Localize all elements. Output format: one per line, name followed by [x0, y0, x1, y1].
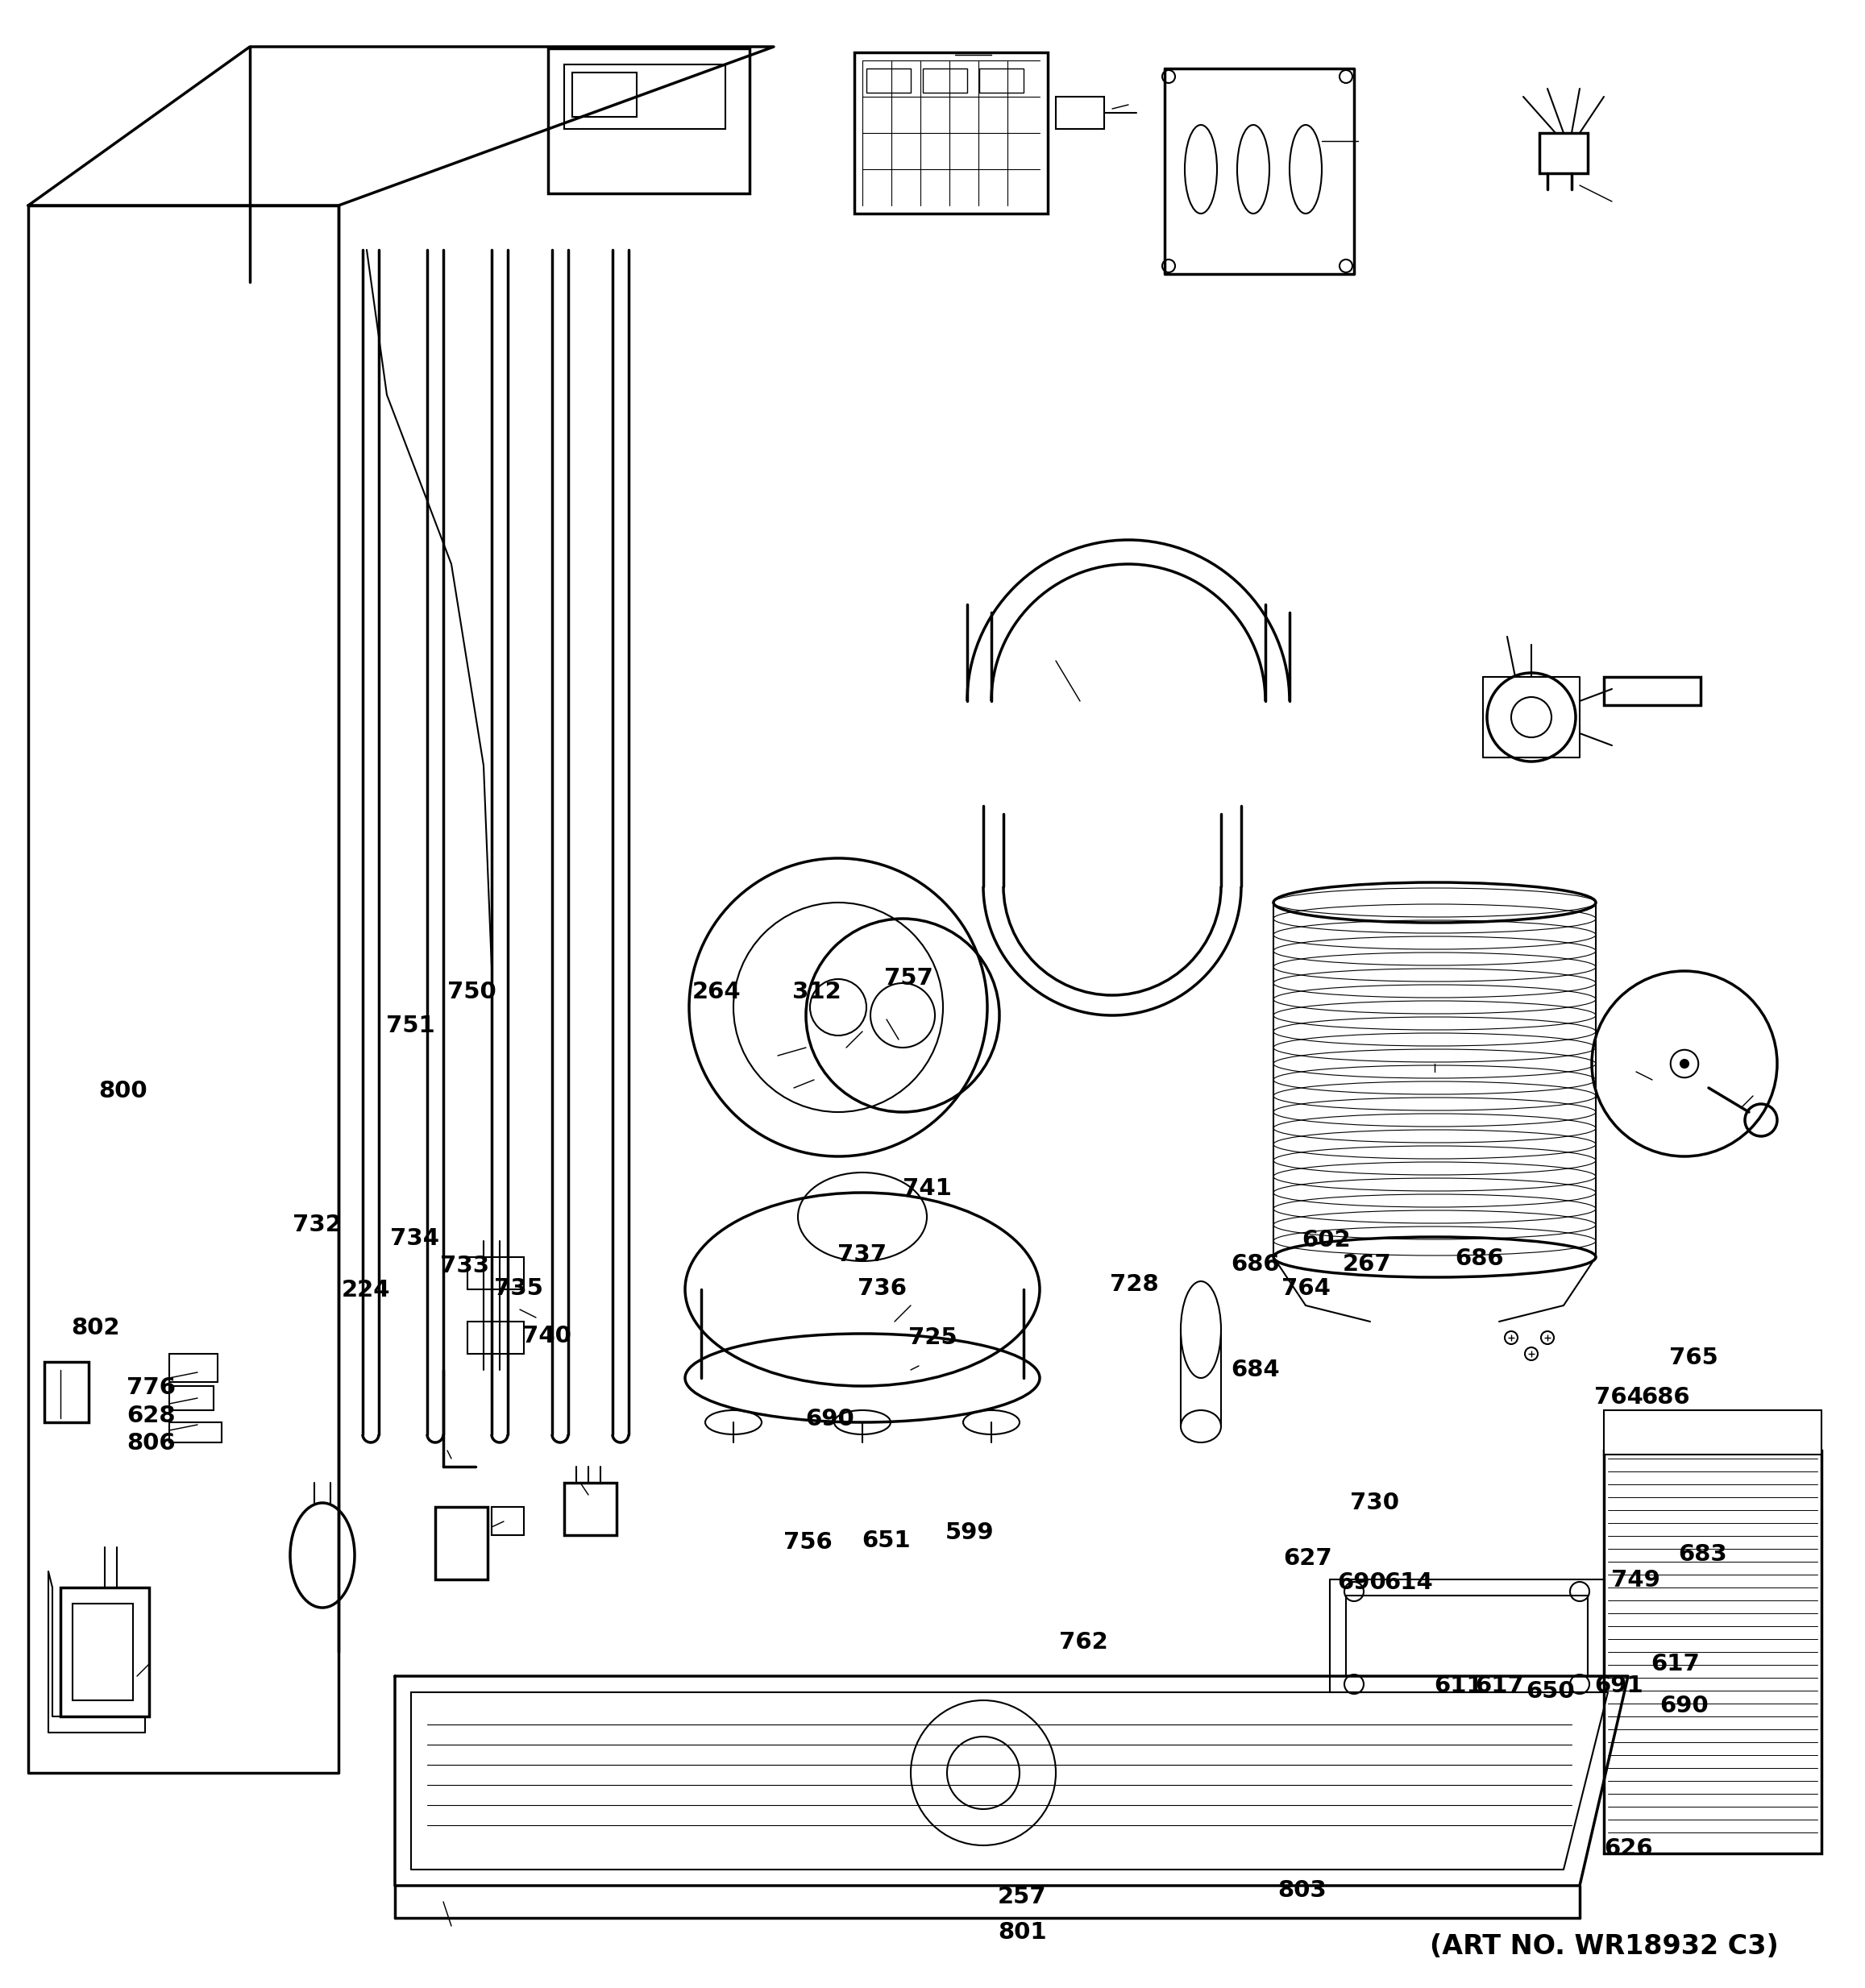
- Text: 602: 602: [1302, 1229, 1350, 1252]
- FancyBboxPatch shape: [492, 1507, 524, 1535]
- FancyBboxPatch shape: [1604, 676, 1701, 706]
- Text: 725: 725: [908, 1326, 957, 1350]
- Text: 801: 801: [998, 1920, 1046, 1944]
- Text: 627: 627: [1283, 1547, 1332, 1571]
- Text: 312: 312: [793, 980, 841, 1004]
- Text: 806: 806: [127, 1431, 175, 1455]
- Circle shape: [1680, 1060, 1688, 1068]
- FancyBboxPatch shape: [1056, 97, 1104, 129]
- Text: 651: 651: [862, 1529, 910, 1553]
- Text: 762: 762: [1059, 1630, 1108, 1654]
- Text: 751: 751: [386, 1014, 435, 1038]
- FancyBboxPatch shape: [170, 1354, 218, 1382]
- Text: 765: 765: [1669, 1346, 1718, 1370]
- Text: 650: 650: [1526, 1680, 1574, 1704]
- FancyBboxPatch shape: [1604, 1451, 1822, 1853]
- Text: 690: 690: [806, 1408, 854, 1431]
- FancyBboxPatch shape: [170, 1421, 222, 1443]
- Text: 749: 749: [1611, 1569, 1660, 1592]
- Text: 735: 735: [494, 1276, 543, 1300]
- Text: 617: 617: [1651, 1652, 1699, 1676]
- FancyBboxPatch shape: [565, 64, 725, 129]
- Text: 736: 736: [858, 1276, 906, 1300]
- Text: 750: 750: [448, 980, 496, 1004]
- Text: 732: 732: [293, 1213, 341, 1237]
- FancyBboxPatch shape: [60, 1588, 149, 1716]
- Text: (ART NO. WR18932 C3): (ART NO. WR18932 C3): [1429, 1932, 1779, 1960]
- FancyBboxPatch shape: [923, 68, 968, 93]
- Text: 741: 741: [903, 1177, 951, 1201]
- FancyBboxPatch shape: [1539, 133, 1587, 173]
- FancyBboxPatch shape: [45, 1362, 90, 1421]
- Text: 611: 611: [1434, 1674, 1483, 1698]
- FancyBboxPatch shape: [548, 48, 750, 193]
- Text: 691: 691: [1595, 1674, 1643, 1698]
- FancyBboxPatch shape: [468, 1322, 524, 1354]
- Text: 267: 267: [1343, 1252, 1391, 1276]
- FancyBboxPatch shape: [73, 1604, 132, 1700]
- FancyBboxPatch shape: [979, 68, 1024, 93]
- FancyBboxPatch shape: [170, 1386, 214, 1409]
- Text: 803: 803: [1278, 1879, 1326, 1903]
- Text: 757: 757: [884, 966, 932, 990]
- Text: 264: 264: [692, 980, 740, 1004]
- Text: 740: 740: [522, 1324, 571, 1348]
- Text: 730: 730: [1350, 1491, 1399, 1515]
- Text: 734: 734: [390, 1227, 438, 1250]
- Text: 257: 257: [998, 1885, 1046, 1908]
- Text: 686: 686: [1231, 1252, 1279, 1276]
- Text: 684: 684: [1231, 1358, 1279, 1382]
- FancyBboxPatch shape: [435, 1507, 487, 1578]
- FancyBboxPatch shape: [1604, 1409, 1822, 1455]
- Text: 737: 737: [837, 1242, 886, 1266]
- Text: 690: 690: [1660, 1694, 1708, 1718]
- Text: 756: 756: [783, 1531, 832, 1555]
- FancyBboxPatch shape: [867, 68, 910, 93]
- FancyBboxPatch shape: [854, 52, 1048, 213]
- FancyBboxPatch shape: [573, 72, 636, 117]
- Text: 764: 764: [1595, 1386, 1643, 1409]
- Text: 728: 728: [1110, 1272, 1158, 1296]
- FancyBboxPatch shape: [565, 1483, 617, 1535]
- Text: 800: 800: [99, 1079, 147, 1103]
- Text: 686: 686: [1641, 1386, 1690, 1409]
- Text: 626: 626: [1604, 1837, 1652, 1861]
- Text: 599: 599: [946, 1521, 994, 1545]
- Text: 690: 690: [1337, 1571, 1386, 1594]
- Text: 224: 224: [341, 1278, 390, 1302]
- Text: 686: 686: [1455, 1246, 1503, 1270]
- Text: 764: 764: [1281, 1276, 1330, 1300]
- Text: 802: 802: [71, 1316, 119, 1340]
- Text: 683: 683: [1678, 1543, 1727, 1567]
- Text: 617: 617: [1475, 1674, 1524, 1698]
- Text: 776: 776: [127, 1376, 175, 1400]
- FancyBboxPatch shape: [468, 1256, 524, 1290]
- Text: 628: 628: [127, 1404, 175, 1427]
- Text: 733: 733: [440, 1254, 489, 1278]
- Text: 614: 614: [1384, 1571, 1432, 1594]
